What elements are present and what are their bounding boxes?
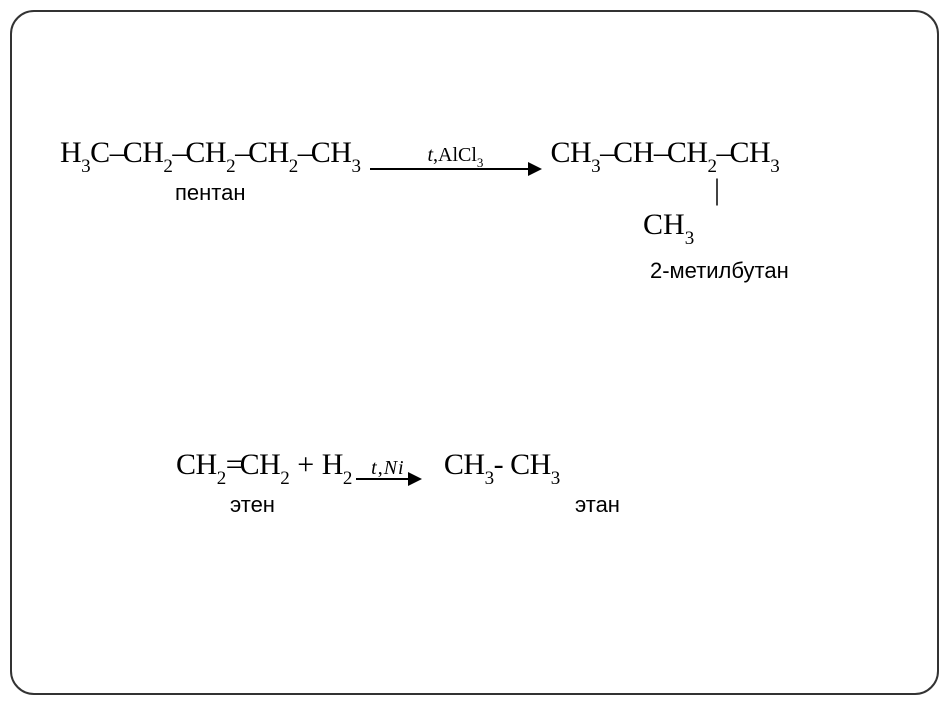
r1-pr-1: 3 (591, 156, 600, 177)
r1-rt-6: – (172, 136, 185, 169)
r1-rt-4: CH (123, 136, 164, 169)
r1-branch-s: 3 (685, 228, 695, 249)
r1-rt-8: 2 (226, 156, 235, 177)
r1-arrow: t,AlCl3 (370, 142, 540, 170)
r2-reactant-label: этен (230, 492, 275, 518)
r1-pr-0: CH (550, 136, 591, 169)
r1-rt-3: – (110, 136, 123, 169)
r1-pr-9: 3 (770, 156, 779, 177)
r2-cond-cat: Ni (384, 457, 405, 479)
r1-pr-4: – (654, 136, 667, 169)
r1-rt-14: 3 (351, 156, 360, 177)
r2-pr-g2: CH (510, 448, 551, 481)
r2-rt-dbl: = (226, 448, 240, 481)
r2-reactant-formula: CH2=CH2+H2 (176, 450, 352, 485)
r1-pr-5: CH (667, 136, 708, 169)
r2-product-label: этан (575, 492, 620, 518)
reaction-2-row: CH2=CH2+H2 t,Ni CH3- CH3 (176, 450, 560, 485)
r1-rt-13: CH (311, 136, 352, 169)
r1-branch-bond: | (714, 173, 720, 207)
r2-rt-s3: 2 (343, 468, 352, 489)
r1-rt-5: 2 (163, 156, 172, 177)
r1-pr-3: CH (613, 136, 654, 169)
r1-rt-2: C (90, 136, 110, 169)
r1-arrow-line (370, 168, 540, 170)
r2-rt-plus: + (297, 448, 313, 481)
r2-arrow-line (356, 478, 420, 480)
r2-rt-s1: 2 (217, 468, 226, 489)
r2-pr-dash: - (494, 448, 504, 481)
r2-arrow: t,Ni (356, 455, 420, 480)
r2-pr-s1: 3 (485, 468, 494, 489)
r1-rt-9: – (235, 136, 248, 169)
r2-condition: t,Ni (371, 457, 404, 480)
r1-condition: t,AlCl3 (427, 144, 483, 170)
r1-branch-g: CH (643, 208, 685, 241)
r1-branch-group: CH3 (643, 208, 694, 247)
r1-rt-10: CH (248, 136, 289, 169)
content-area: H3C–CH2–CH2–CH2–CH3 t,AlCl3 CH3–CH–CH2–C… (0, 0, 949, 705)
r2-rt-g1: CH (176, 448, 217, 481)
r1-pr-2: – (600, 136, 613, 169)
r2-pr-g1: CH (444, 448, 485, 481)
reaction-1-row: H3C–CH2–CH2–CH2–CH3 t,AlCl3 CH3–CH–CH2–C… (60, 138, 779, 173)
r2-product-formula: CH3- CH3 (444, 450, 560, 485)
r2-rt-g2: CH (240, 448, 281, 481)
r1-rt-11: 2 (289, 156, 298, 177)
r2-rt-s2: 2 (280, 468, 289, 489)
r1-cond-cat: AlCl (438, 144, 477, 166)
r1-rt-7: CH (185, 136, 226, 169)
r1-reactant-label: пентан (175, 180, 246, 206)
r1-pr-7: – (717, 136, 730, 169)
r1-rt-12: – (298, 136, 311, 169)
r1-rt-0: H (60, 136, 81, 169)
r1-rt-1: 3 (81, 156, 90, 177)
r2-rt-g3: H (322, 448, 343, 481)
r1-product-formula: CH3–CH–CH2–CH3 (550, 138, 779, 173)
r2-pr-s2: 3 (551, 468, 560, 489)
r1-pr-8: CH (730, 136, 771, 169)
r1-reactant-formula: H3C–CH2–CH2–CH2–CH3 (60, 138, 360, 173)
r1-product-label: 2-метилбутан (650, 258, 789, 284)
